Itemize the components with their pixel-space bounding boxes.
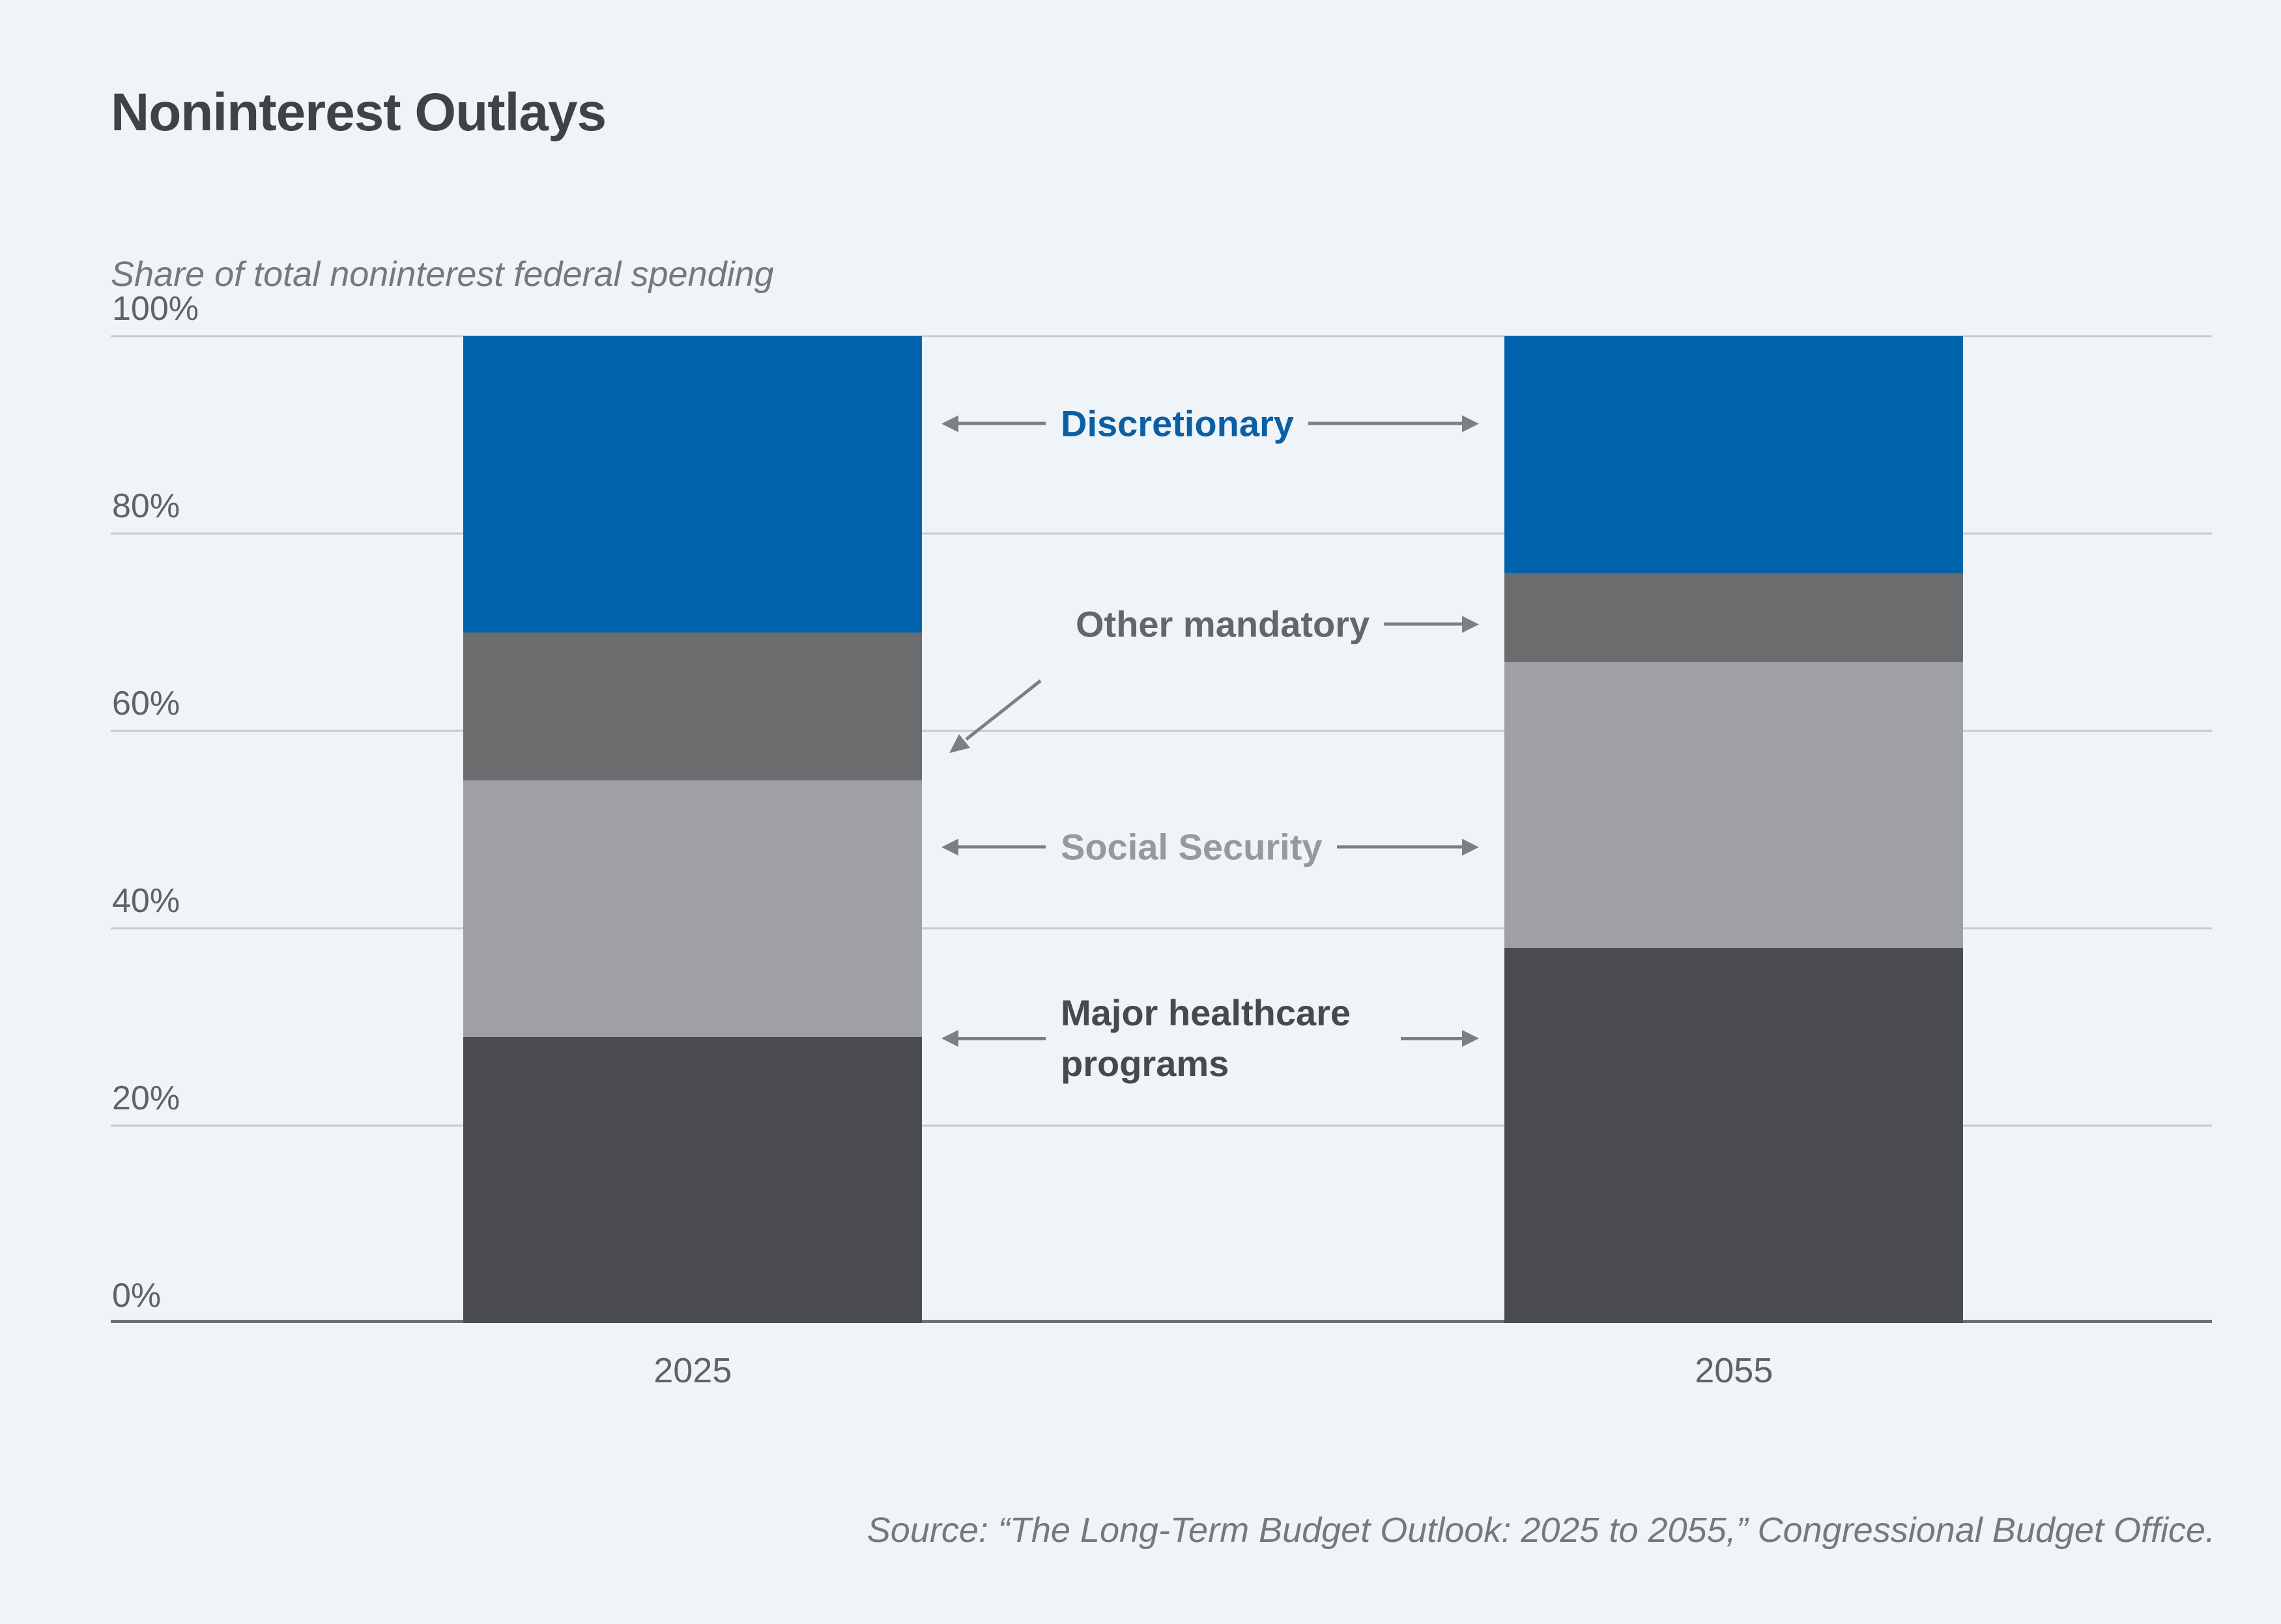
legend-major-healthcare: Major healthcare programs [941, 988, 1479, 1089]
x-tick-2055: 2055 [1695, 1351, 1773, 1390]
segment-2055-other-mandatory [1504, 573, 1964, 662]
legend-label-major-healthcare: Major healthcare programs [1061, 992, 1351, 1084]
legend-social-security: Social Security [941, 826, 1479, 868]
gridline-80 [111, 532, 2212, 535]
arrow-diagonal-down-left-icon [949, 679, 1042, 753]
segment-2025-social-security [463, 780, 923, 1037]
y-tick-20: 20% [112, 1079, 180, 1117]
x-tick-2025: 2025 [653, 1351, 732, 1390]
arrow-right-icon [1384, 616, 1479, 633]
stacked-bar-2055 [1504, 336, 1964, 1323]
legend-other-mandatory: Other mandatory [941, 603, 1479, 646]
plot-area: 0% 20% 40% 60% 80% 100% 2025 2055 [111, 290, 2212, 1390]
y-tick-80: 80% [112, 487, 180, 525]
segment-2025-discretionary [463, 336, 923, 633]
legend-column: Discretionary Other mandatory Social Sec… [941, 336, 1479, 1323]
gridline-40 [111, 927, 2212, 930]
y-tick-60: 60% [112, 685, 180, 722]
segment-2025-other-mandatory [463, 632, 923, 780]
source-citation: Source: “The Long-Term Budget Outlook: 2… [867, 1511, 2215, 1550]
legend-label-discretionary: Discretionary [1061, 403, 1294, 444]
y-tick-0: 0% [112, 1277, 162, 1315]
y-axis-label: Share of total noninterest federal spend… [111, 255, 774, 294]
y-tick-40: 40% [112, 882, 180, 920]
arrow-left-icon [941, 1030, 1046, 1047]
arrow-left-icon [941, 838, 1046, 855]
arrow-right-icon [1336, 838, 1479, 855]
gridline-60 [111, 730, 2212, 732]
x-axis-line [111, 1320, 2212, 1323]
legend-label-social-security: Social Security [1061, 826, 1323, 868]
segment-2025-major-healthcare-programs [463, 1036, 923, 1323]
gridline-100 [111, 335, 2212, 337]
segment-2055-major-healthcare-programs [1504, 948, 1964, 1323]
arrow-left-icon [941, 415, 1046, 432]
legend-discretionary: Discretionary [941, 403, 1479, 445]
y-tick-100: 100% [112, 290, 199, 328]
gridline-20 [111, 1124, 2212, 1127]
stacked-bar-2025 [463, 336, 923, 1323]
page-title: Noninterest Outlays [111, 83, 607, 142]
segment-2055-discretionary [1504, 336, 1964, 573]
legend-label-other-mandatory: Other mandatory [1076, 603, 1370, 645]
arrow-right-icon [1401, 1030, 1479, 1047]
segment-2055-social-security [1504, 661, 1964, 948]
arrow-right-icon [1308, 415, 1479, 432]
